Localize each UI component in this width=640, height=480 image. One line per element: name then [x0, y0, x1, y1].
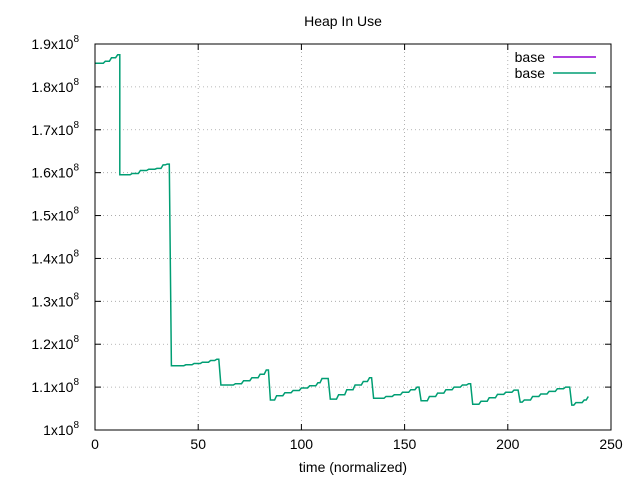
y-tick-label: 1.7x108	[31, 120, 79, 138]
legend-label: base	[515, 49, 546, 65]
y-tick-label: 1.9x108	[31, 34, 79, 52]
y-tick-label: 1.6x108	[31, 163, 79, 181]
legend-label: base	[515, 65, 546, 81]
y-tick-label: 1.2x108	[31, 334, 79, 352]
x-tick-label: 200	[496, 436, 520, 452]
x-tick-label: 150	[393, 436, 417, 452]
y-tick-label: 1.1x108	[31, 377, 79, 395]
x-tick-label: 250	[599, 436, 623, 452]
plot-frame	[94, 43, 612, 431]
x-tick-label: 50	[190, 436, 206, 452]
y-tick-label: 1x108	[43, 420, 79, 438]
series-lines	[95, 53, 589, 406]
y-tick-label: 1.5x108	[31, 206, 79, 224]
chart-title: Heap In Use	[304, 13, 382, 29]
x-tick-label: 0	[91, 436, 99, 452]
series-line-base	[95, 53, 589, 406]
grid-lines	[95, 44, 611, 430]
x-axis-label: time (normalized)	[299, 459, 407, 475]
y-axis-ticks: 1x108 1.1x108 1.2x108 1.3x108 1.4x108 1.5x108…	[31, 34, 611, 438]
y-tick-label: 1.8x108	[31, 77, 79, 95]
y-tick-label: 1.3x108	[31, 291, 79, 309]
y-tick-label: 1.4x108	[31, 248, 79, 266]
x-tick-label: 100	[290, 436, 314, 452]
